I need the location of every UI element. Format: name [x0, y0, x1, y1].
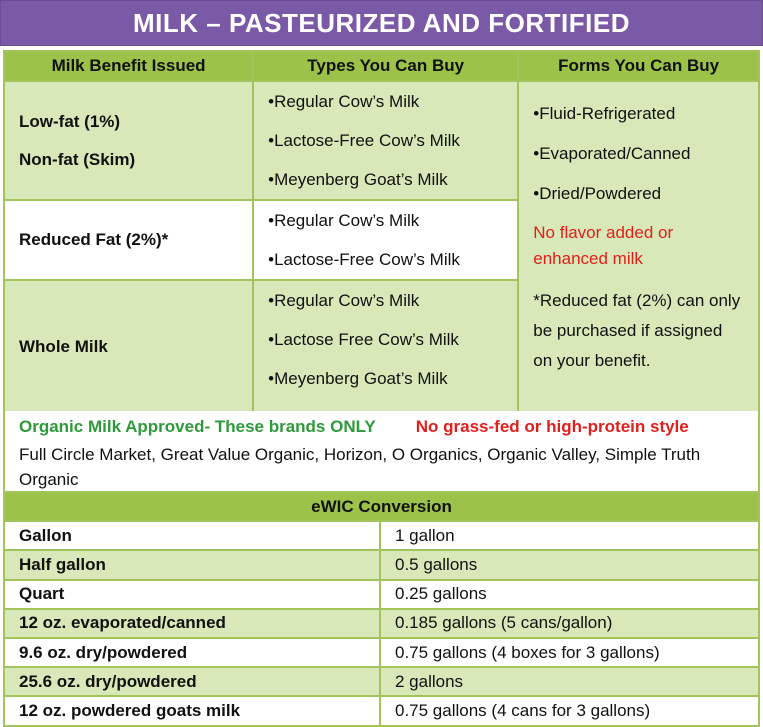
ewic-conversion-table: eWIC Conversion Gallon 1 gallon Half gal…: [3, 490, 760, 727]
table-row: Low-fat (1%) Non-fat (Skim) •Regular Cow…: [2, 80, 760, 414]
conversion-value: 0.5 gallons: [379, 549, 760, 581]
table-row: Gallon 1 gallon: [3, 520, 760, 552]
table-row: 12 oz. powdered goats milk 0.75 gallons …: [3, 695, 760, 727]
conversion-value: 2 gallons: [379, 666, 760, 698]
header-forms: Forms You Can Buy: [517, 50, 760, 82]
conversion-item: Quart: [3, 578, 381, 610]
conversion-item: Half gallon: [3, 549, 381, 581]
milk-benefit-table: Milk Benefit Issued Types You Can Buy Fo…: [2, 50, 760, 414]
list-item: •Meyenberg Goat’s Milk: [268, 170, 448, 189]
conversion-value: 0.75 gallons (4 boxes for 3 gallons): [379, 636, 760, 669]
header-types: Types You Can Buy: [252, 50, 520, 82]
forms-cell: •Fluid-Refrigerated •Evaporated/Canned •…: [517, 80, 760, 414]
list-item: •Fluid-Refrigerated: [533, 104, 676, 123]
benefit-label: Reduced Fat (2%)*: [19, 230, 169, 249]
table-header-row: Milk Benefit Issued Types You Can Buy Fo…: [2, 50, 760, 82]
conversion-item: 25.6 oz. dry/powdered: [3, 666, 381, 698]
table-row: Reduced Fat (2%)* •Regular Cow’s Milk •L…: [2, 199, 759, 281]
types-cell: •Regular Cow’s Milk •Lactose-Free Cow’s …: [252, 199, 520, 281]
organic-excluded-label: No grass-fed or high-protein style: [415, 417, 689, 436]
benefit-cell: Reduced Fat (2%)*: [2, 199, 255, 281]
table-row: 25.6 oz. dry/powdered 2 gallons: [3, 666, 760, 698]
list-item: •Meyenberg Goat’s Milk: [268, 369, 448, 388]
conversion-item: Gallon: [3, 520, 381, 552]
types-cell: •Regular Cow’s Milk •Lactose-Free Cow’s …: [252, 80, 520, 201]
table-row: 9.6 oz. dry/powdered 0.75 gallons (4 box…: [3, 636, 760, 669]
page-title: MILK – PASTEURIZED AND FORTIFIED: [0, 0, 763, 46]
conversion-item: 9.6 oz. dry/powdered: [3, 636, 381, 669]
organic-approved-label: Organic Milk Approved- These brands ONLY: [19, 417, 376, 436]
benefit-cell: Whole Milk: [2, 279, 255, 414]
organic-header: Organic Milk Approved- These brands ONLY…: [19, 415, 744, 439]
list-item: •Lactose Free Cow’s Milk: [268, 330, 459, 349]
benefit-label: Non-fat (Skim): [19, 149, 136, 169]
conversion-value: 0.75 gallons (4 cans for 3 gallons): [379, 695, 760, 727]
conversion-value: 0.25 gallons: [379, 578, 760, 610]
list-item: •Lactose-Free Cow’s Milk: [268, 250, 460, 269]
list-item: •Lactose-Free Cow’s Milk: [268, 131, 460, 150]
conversion-item: 12 oz. powdered goats milk: [3, 695, 381, 727]
conversion-item: 12 oz. evaporated/canned: [3, 607, 381, 639]
list-item: •Dried/Powdered: [533, 184, 662, 203]
types-cell: •Regular Cow’s Milk •Lactose Free Cow’s …: [252, 279, 520, 414]
list-item: •Regular Cow’s Milk: [268, 291, 420, 310]
benefit-label: Low-fat (1%): [19, 111, 121, 131]
conversion-header: eWIC Conversion: [3, 490, 760, 523]
table-row: Quart 0.25 gallons: [3, 578, 760, 610]
conversion-header-row: eWIC Conversion: [3, 490, 760, 523]
list-item: •Regular Cow’s Milk: [268, 211, 420, 230]
organic-section: Organic Milk Approved- These brands ONLY…: [3, 411, 760, 491]
benefit-cell: Low-fat (1%) Non-fat (Skim): [2, 80, 255, 201]
table-row: 12 oz. evaporated/canned 0.185 gallons (…: [3, 607, 760, 639]
list-item: •Regular Cow’s Milk: [268, 92, 420, 111]
reduced-fat-note: *Reduced fat (2%) can only be purchased …: [533, 291, 741, 370]
conversion-value: 1 gallon: [379, 520, 760, 552]
benefit-label: Whole Milk: [19, 336, 108, 356]
no-flavor-warning: No flavor added or enhanced milk: [533, 223, 674, 268]
header-benefit: Milk Benefit Issued: [2, 50, 255, 82]
list-item: •Evaporated/Canned: [533, 144, 691, 163]
table-row: Half gallon 0.5 gallons: [3, 549, 760, 581]
table-row: Whole Milk •Regular Cow’s Milk •Lactose …: [2, 279, 759, 414]
conversion-value: 0.185 gallons (5 cans/gallon): [379, 607, 760, 639]
organic-brands: Full Circle Market, Great Value Organic,…: [19, 445, 701, 489]
